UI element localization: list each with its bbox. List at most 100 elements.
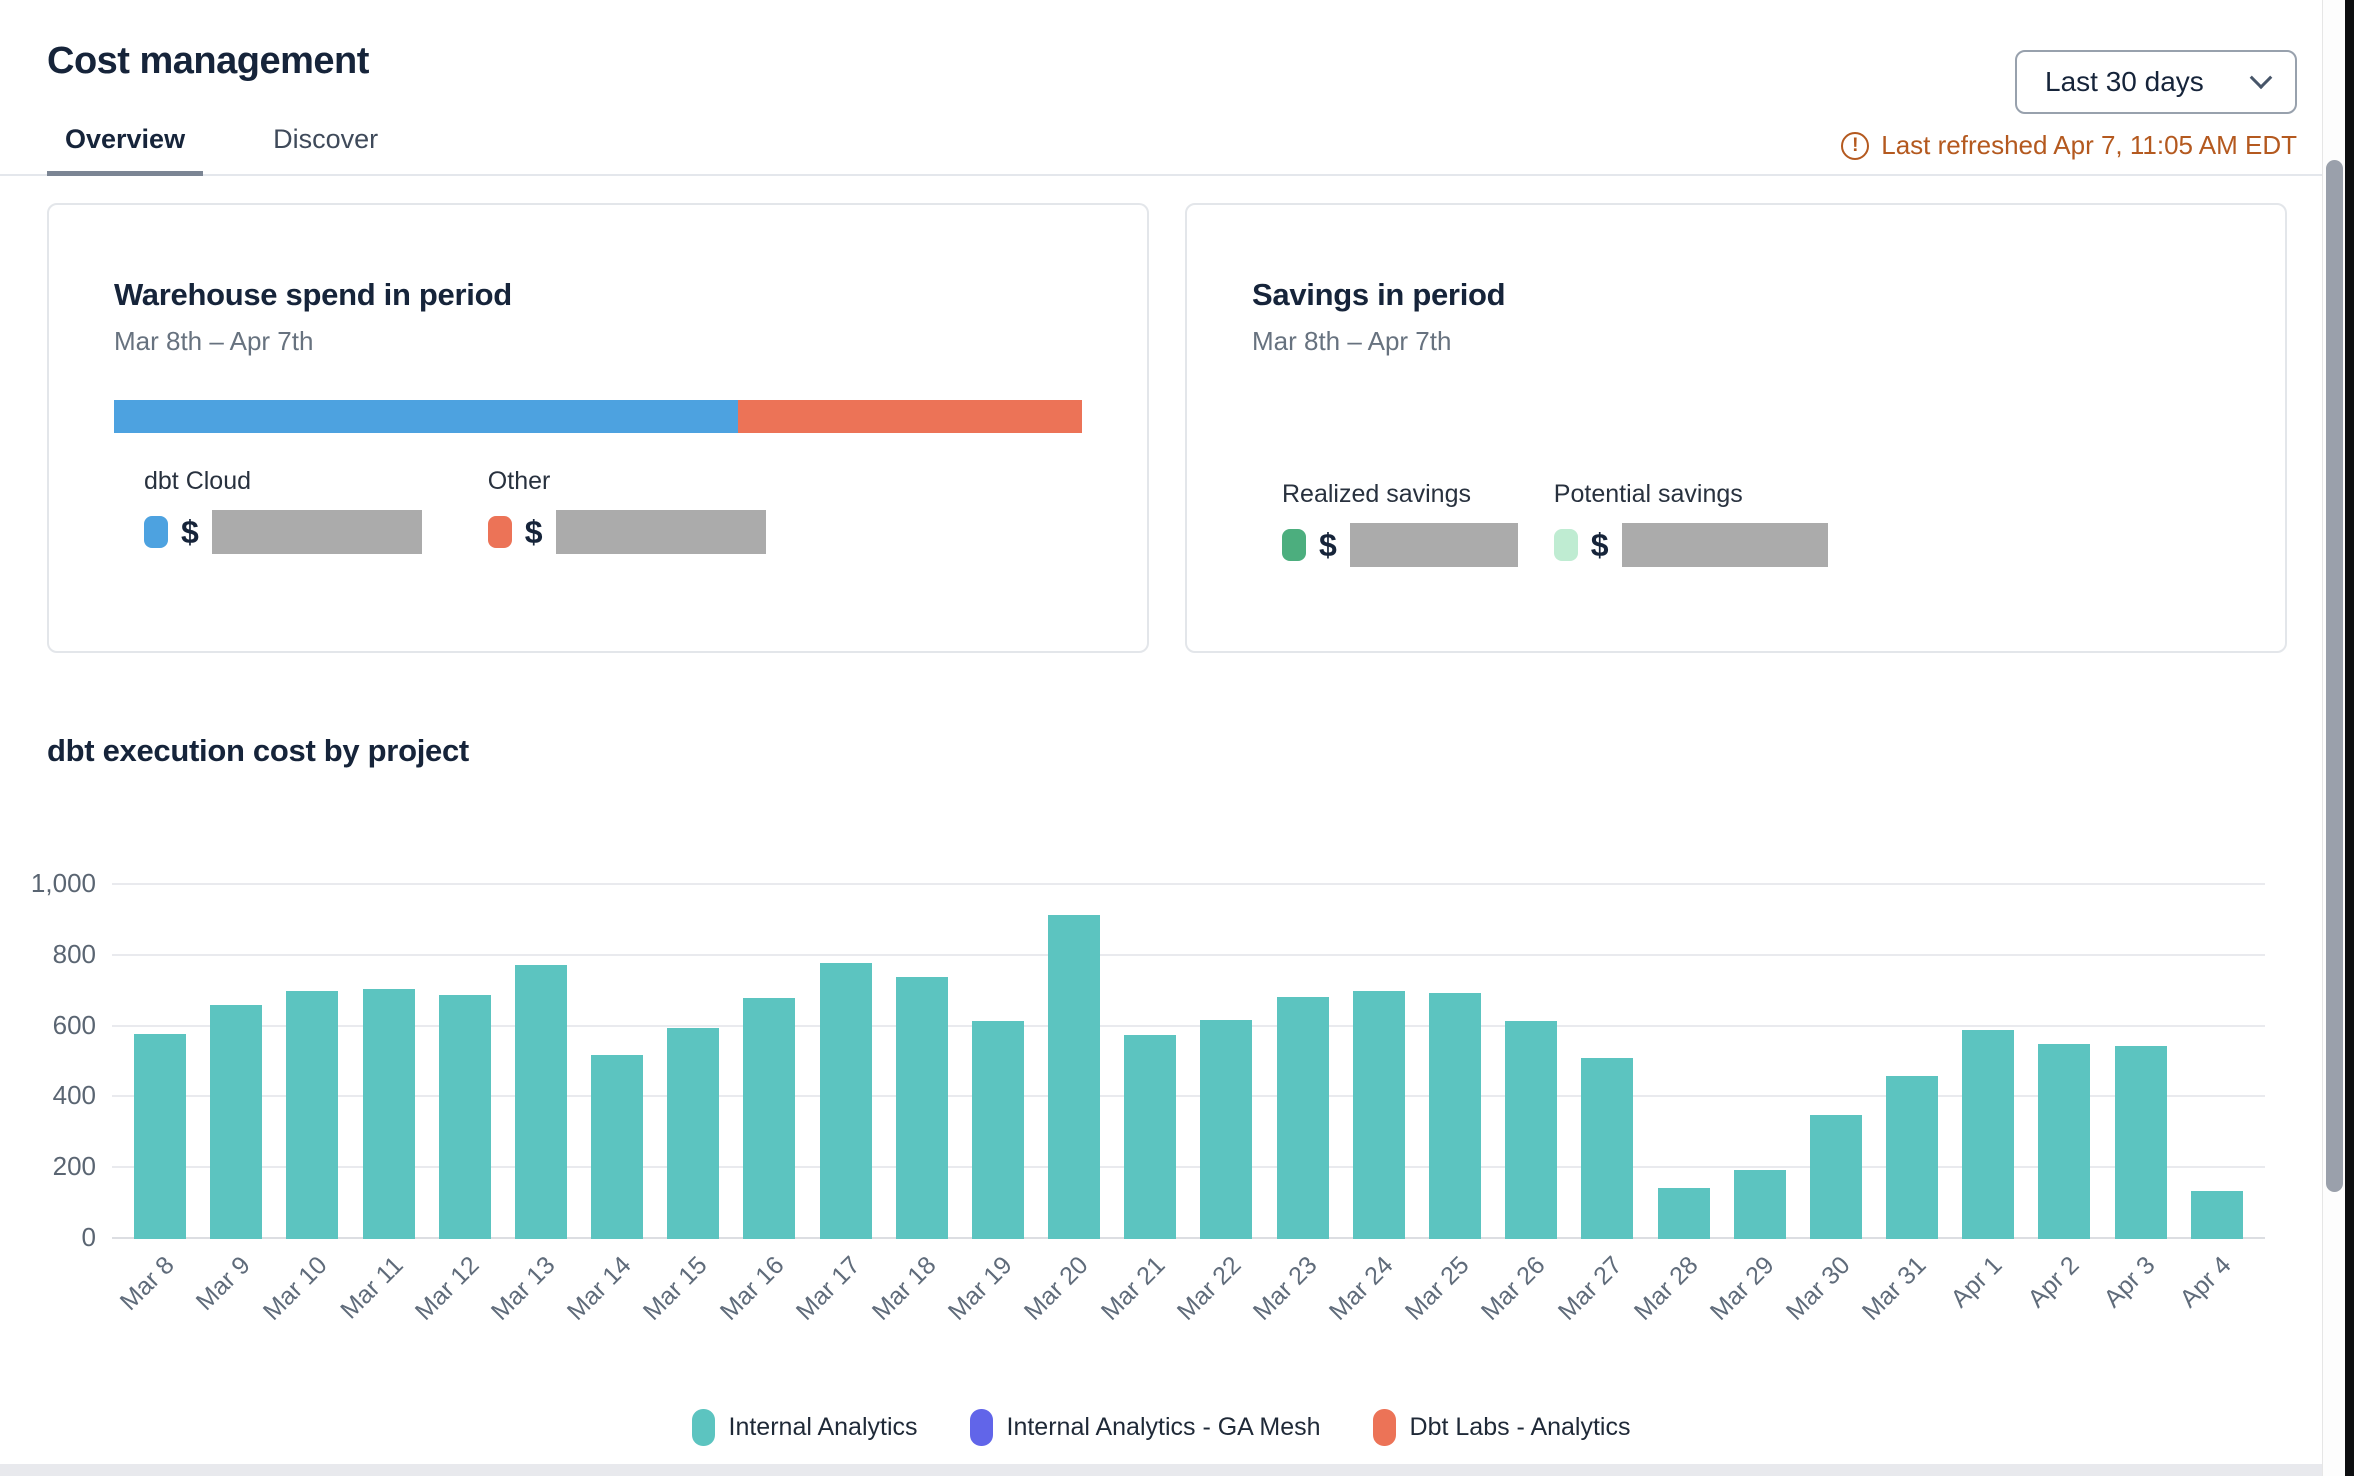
- bar-internal-analytics-mar-10[interactable]: [286, 991, 339, 1239]
- alert-circle-icon: [1841, 131, 1870, 160]
- legend-label: Realized savings: [1282, 480, 1471, 508]
- legend-label: Other: [487, 467, 551, 495]
- bar-internal-analytics-mar-14[interactable]: [591, 1054, 644, 1239]
- bar-slot-mar-21: Mar 21: [1095, 885, 1177, 1326]
- tab-discover[interactable]: Discover: [273, 124, 379, 154]
- chart-legend-item-internal-analytics[interactable]: Internal Analytics: [691, 1409, 918, 1446]
- x-axis-tick-label: Mar 15: [638, 1251, 714, 1326]
- bars-container: Mar 8 Mar 9 Mar 10 Mar 11 Mar 12 Mar 13 Mar 14…: [112, 885, 2265, 1326]
- savings-card: Savings in period Mar 8th – Apr 7th Real…: [1185, 203, 2287, 653]
- bar-internal-analytics-mar-23[interactable]: [1276, 996, 1329, 1239]
- bar-internal-analytics-mar-16[interactable]: [743, 998, 796, 1239]
- x-axis-tick-label: Mar 8: [114, 1251, 180, 1316]
- card-title: Savings in period: [1252, 277, 1506, 312]
- x-axis-tick-label: Mar 31: [1857, 1251, 1932, 1326]
- redacted-value: [1349, 523, 1518, 567]
- gridline-600: [112, 1024, 2265, 1027]
- chart-legend-item-internal-analytics-ga-mesh[interactable]: Internal Analytics - GA Mesh: [969, 1409, 1321, 1446]
- currency-symbol: $: [1319, 526, 1337, 563]
- x-axis-tick-label: Mar 30: [1780, 1251, 1856, 1326]
- vertical-scrollbar-track: [2322, 0, 2345, 1476]
- bar-internal-analytics-mar-17[interactable]: [819, 962, 872, 1239]
- warehouse-spend-card: Warehouse spend in period Mar 8th – Apr …: [47, 203, 1149, 653]
- date-range-select[interactable]: Last 30 days: [2015, 50, 2297, 114]
- tab-overview[interactable]: Overview: [47, 124, 204, 176]
- bar-internal-analytics-mar-8[interactable]: [134, 1033, 187, 1239]
- x-axis-tick-label: Mar 17: [790, 1251, 866, 1326]
- last-refreshed-text: Last refreshed Apr 7, 11:05 AM EDT: [1881, 130, 2297, 160]
- bar-internal-analytics-mar-13[interactable]: [514, 964, 567, 1239]
- y-axis-tick-label: 600: [52, 1009, 96, 1040]
- bar-slot-mar-26: Mar 26: [1476, 885, 1558, 1326]
- x-axis-tick-label: Mar 14: [562, 1251, 637, 1326]
- bar-slot-mar-30: Mar 30: [1781, 885, 1862, 1326]
- bar-internal-analytics-mar-21[interactable]: [1124, 1035, 1177, 1239]
- bar-internal-analytics-mar-31[interactable]: [1886, 1076, 1939, 1239]
- x-axis-tick-label: Mar 18: [866, 1251, 942, 1326]
- gridline-1000: [112, 883, 2265, 885]
- series-label: Internal Analytics: [728, 1413, 918, 1441]
- bar-slot-mar-14: Mar 14: [562, 885, 644, 1326]
- bar-slot-mar-9: Mar 9: [191, 885, 263, 1316]
- gridline-200: [112, 1166, 2265, 1169]
- bar-internal-analytics-mar-25[interactable]: [1429, 992, 1481, 1239]
- bar-internal-analytics-apr-1[interactable]: [1962, 1030, 2015, 1239]
- series-swatch: [1372, 1409, 1396, 1446]
- x-axis-tick-label: Apr 3: [2098, 1251, 2161, 1314]
- bar-slot-mar-23: Mar 23: [1248, 885, 1329, 1326]
- bar-internal-analytics-mar-22[interactable]: [1200, 1019, 1253, 1239]
- legend-value-row: $: [144, 510, 422, 554]
- currency-symbol: $: [1590, 526, 1609, 563]
- bar-slot-mar-28: Mar 28: [1628, 885, 1710, 1326]
- bar-slot-mar-20: Mar 20: [1019, 885, 1101, 1326]
- bar-internal-analytics-mar-18[interactable]: [895, 977, 948, 1239]
- chart-legend-item-dbt-labs-analytics[interactable]: Dbt Labs - Analytics: [1372, 1409, 1630, 1446]
- x-axis-tick-label: Mar 23: [1247, 1251, 1323, 1326]
- x-axis-tick-label: Mar 9: [191, 1251, 257, 1316]
- page-header: Cost management Last 30 days Last refres…: [0, 0, 2322, 176]
- bar-slot-mar-10: Mar 10: [257, 885, 339, 1326]
- bar-internal-analytics-mar-12[interactable]: [438, 994, 491, 1239]
- currency-symbol: $: [181, 513, 199, 550]
- savings-legend: Realized savings $ Potential savings $: [1282, 480, 2220, 567]
- y-axis-tick-label: 800: [52, 938, 96, 969]
- bar-internal-analytics-mar-26[interactable]: [1505, 1021, 1558, 1239]
- bar-slot-mar-25: Mar 25: [1400, 885, 1481, 1326]
- bar-slot-mar-31: Mar 31: [1857, 885, 1939, 1326]
- card-title: Warehouse spend in period: [114, 277, 512, 312]
- x-axis-tick-label: Mar 24: [1323, 1251, 1399, 1326]
- x-axis-tick-label: Mar 27: [1552, 1251, 1628, 1326]
- bar-internal-analytics-mar-28[interactable]: [1657, 1187, 1710, 1239]
- y-axis-tick-label: 1,000: [30, 868, 96, 898]
- bar-internal-analytics-mar-27[interactable]: [1581, 1058, 1634, 1239]
- gridline-0: [112, 1237, 2265, 1239]
- y-axis-tick-label: 400: [52, 1080, 96, 1111]
- y-axis-tick-label: 200: [52, 1151, 96, 1182]
- bar-slot-mar-18: Mar 18: [867, 885, 948, 1326]
- bar-internal-analytics-apr-4[interactable]: [2190, 1191, 2243, 1239]
- spend-stacked-bar: [114, 400, 1082, 433]
- bar-internal-analytics-mar-24[interactable]: [1352, 991, 1405, 1239]
- legend-label: dbt Cloud: [144, 467, 252, 495]
- vertical-scrollbar-thumb[interactable]: [2326, 160, 2343, 1192]
- series-label: Internal Analytics - GA Mesh: [1006, 1413, 1321, 1441]
- bar-internal-analytics-mar-15[interactable]: [667, 1028, 720, 1239]
- bar-internal-analytics-mar-19[interactable]: [971, 1021, 1024, 1239]
- bar-internal-analytics-mar-30[interactable]: [1809, 1115, 1862, 1239]
- bar-internal-analytics-mar-20[interactable]: [1048, 915, 1101, 1239]
- redacted-value: [211, 510, 422, 554]
- legend-item-dbt-cloud: dbt Cloud $: [144, 467, 422, 554]
- x-axis-tick-label: Mar 10: [257, 1251, 333, 1326]
- bar-internal-analytics-mar-9[interactable]: [210, 1005, 263, 1239]
- bar-slot-mar-8: Mar 8: [115, 885, 187, 1316]
- currency-symbol: $: [524, 513, 543, 550]
- x-axis-tick-label: Mar 22: [1171, 1251, 1247, 1326]
- bar-internal-analytics-mar-29[interactable]: [1733, 1169, 1786, 1239]
- bar-internal-analytics-apr-2[interactable]: [2038, 1044, 2091, 1239]
- bar-internal-analytics-apr-3[interactable]: [2114, 1046, 2167, 1239]
- tab-bar: Overview Discover: [47, 124, 396, 176]
- bar-internal-analytics-mar-11[interactable]: [362, 989, 415, 1239]
- x-axis-tick-label: Mar 19: [942, 1251, 1018, 1326]
- chart-legend: Internal Analytics Internal Analytics - G…: [47, 1409, 2275, 1446]
